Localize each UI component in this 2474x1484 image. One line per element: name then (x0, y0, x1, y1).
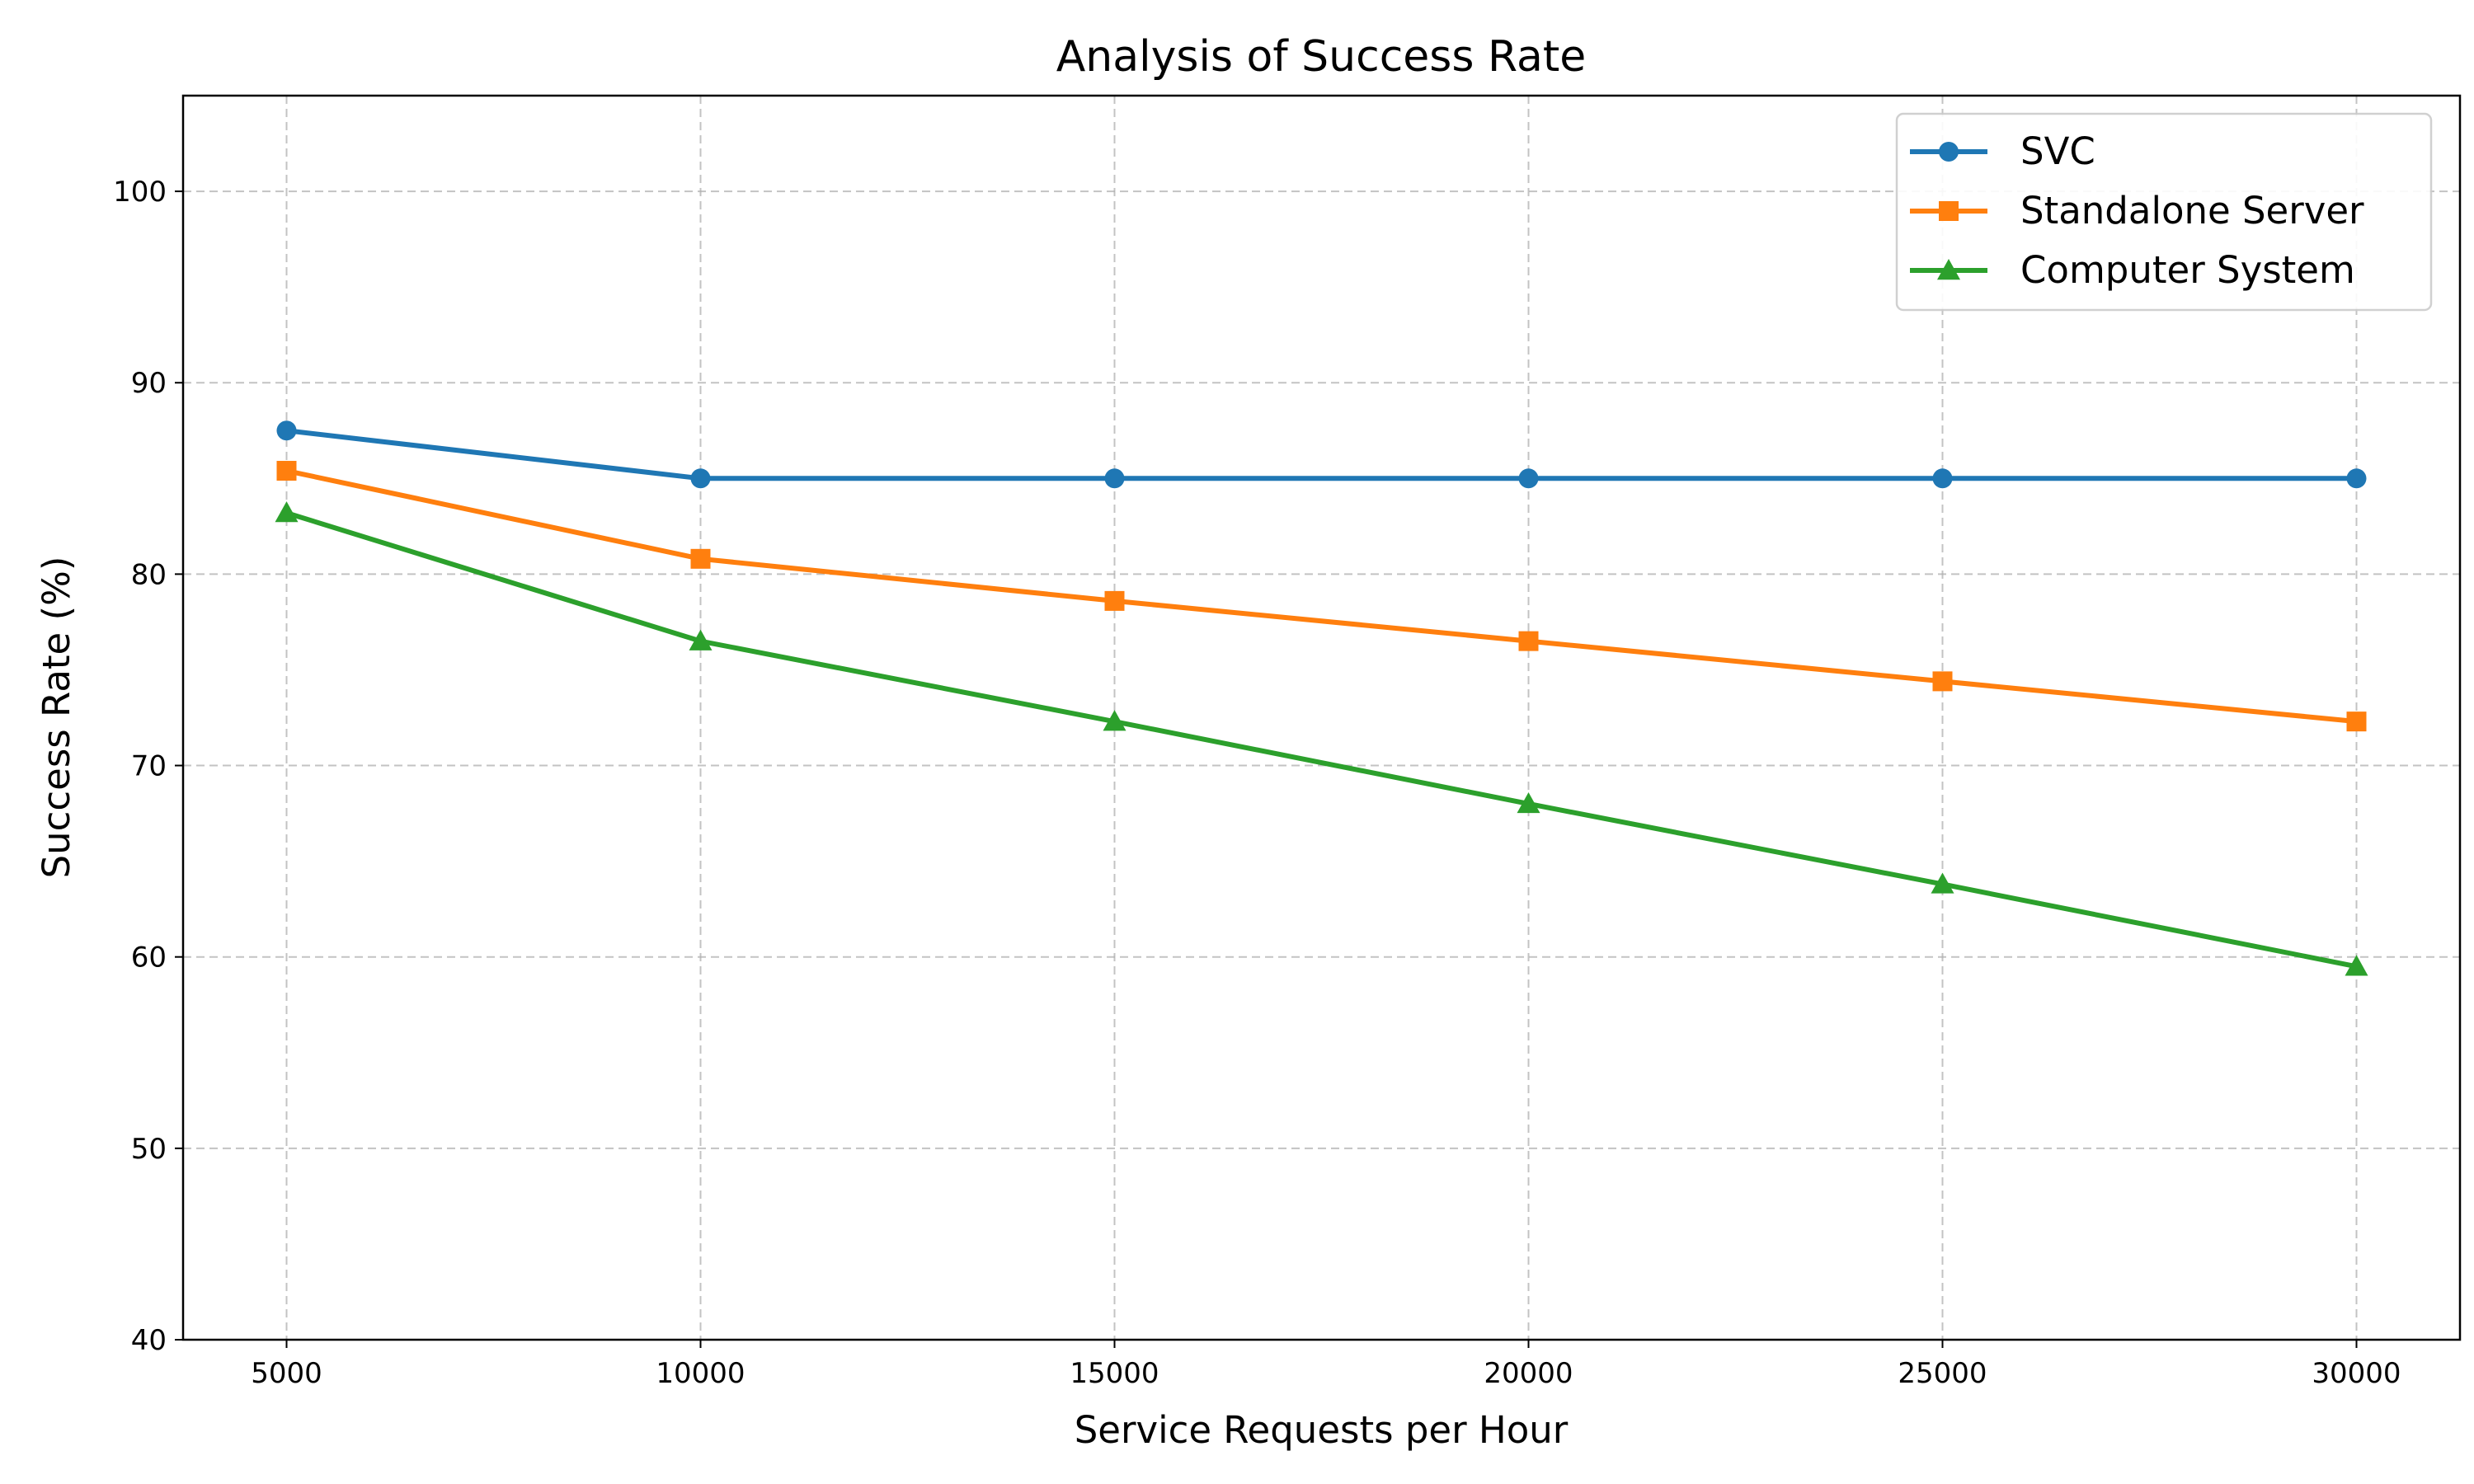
data-point (2346, 711, 2367, 732)
plot-series (275, 420, 2368, 976)
y-tick-label: 100 (113, 176, 167, 209)
legend-label: Standalone Server (2020, 189, 2364, 232)
data-point (276, 420, 297, 441)
y-tick-label: 40 (131, 1324, 167, 1357)
series-0 (276, 420, 2367, 489)
data-point (2346, 468, 2367, 489)
axis-ticks: 5000 10000 15000 20000 25000 30000 40 50 60 70 80 9… (113, 176, 2401, 1390)
legend-marker (1939, 201, 1959, 221)
data-point (275, 501, 299, 523)
x-tick-label: 10000 (656, 1357, 745, 1390)
x-axis-label: Service Requests per Hour (1075, 1408, 1569, 1452)
plot-frame (181, 94, 2462, 1341)
x-tick-label: 30000 (2312, 1357, 2401, 1390)
data-point (690, 468, 711, 489)
x-tick-label: 5000 (251, 1357, 322, 1390)
series-1 (276, 461, 2367, 732)
data-point (1518, 631, 1539, 651)
legend-marker (1937, 259, 1960, 280)
data-point (689, 629, 713, 650)
y-tick-label: 70 (131, 750, 167, 783)
chart-title: Analysis of Success Rate (1056, 32, 1587, 82)
y-tick-label: 90 (131, 367, 167, 400)
x-tick-label: 25000 (1898, 1357, 1987, 1390)
legend-marker (1939, 142, 1959, 162)
data-point (1104, 468, 1125, 489)
x-tick-label: 20000 (1484, 1357, 1573, 1390)
legend-label: Computer System (2020, 248, 2355, 292)
y-tick-label: 80 (131, 558, 167, 591)
series-line (286, 428, 2357, 481)
data-point (1104, 590, 1125, 611)
data-point (1518, 468, 1539, 489)
legend-box (1895, 112, 2433, 312)
data-point (1517, 791, 1540, 814)
series-line (285, 468, 2357, 725)
y-tick-label: 50 (131, 1133, 167, 1166)
legend-label: SVC (2020, 129, 2095, 173)
legend: SVC Standalone Server Computer System (1895, 112, 2433, 312)
data-point (690, 548, 711, 569)
data-point (276, 461, 297, 481)
data-point (1103, 710, 1126, 731)
data-point (1932, 468, 1953, 489)
x-tick-label: 15000 (1070, 1357, 1159, 1390)
series-line (285, 510, 2358, 970)
series-2 (275, 501, 2368, 976)
y-tick-label: 60 (131, 942, 167, 974)
data-point (1932, 671, 1953, 692)
data-point (1931, 872, 1954, 894)
data-point (2345, 955, 2368, 976)
y-axis-label: Success Rate (%) (35, 556, 78, 879)
